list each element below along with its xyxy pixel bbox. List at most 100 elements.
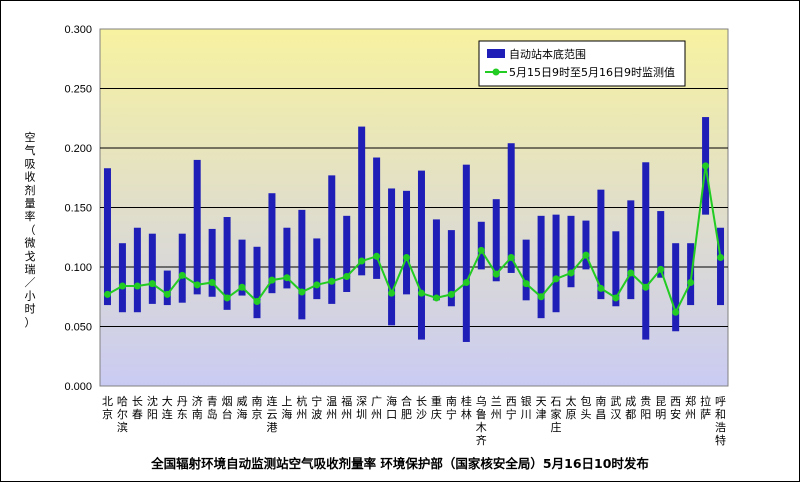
data-point: [178, 271, 186, 279]
range-bar: [358, 126, 366, 276]
x-tick-label: 宁波: [311, 394, 322, 421]
range-bar: [462, 164, 470, 342]
x-tick-label: 大连: [162, 394, 173, 421]
x-tick-label: 太原: [566, 395, 577, 421]
x-tick-label: 广州: [371, 395, 382, 421]
range-bar: [627, 200, 635, 300]
x-tick-label: 兰州: [491, 395, 502, 421]
data-point: [358, 257, 366, 265]
data-point: [462, 278, 470, 286]
data-point: [253, 298, 261, 306]
x-tick-label: 青岛: [207, 395, 218, 421]
x-tick-label: 威海: [237, 395, 248, 421]
range-bar: [148, 233, 156, 304]
x-tick-label: 北京: [102, 395, 113, 421]
x-tick-label: 包头: [580, 395, 591, 421]
range-bar: [388, 188, 396, 326]
data-point: [328, 277, 336, 285]
data-point: [313, 281, 321, 289]
range-bar: [373, 157, 381, 279]
y-tick-label: 0.250: [64, 84, 92, 96]
legend-box: [478, 40, 686, 87]
data-point: [687, 278, 695, 286]
range-bar: [268, 193, 276, 294]
range-bar: [672, 243, 680, 332]
x-tick-label: 温州: [326, 395, 337, 421]
x-tick-label: 成都: [625, 395, 636, 421]
range-bar: [193, 159, 201, 295]
x-tick-label: 桂林: [461, 394, 472, 421]
range-bar: [432, 219, 440, 301]
range-bar: [103, 168, 111, 306]
x-tick-label: 上海: [281, 395, 292, 421]
x-tick-label: 丹东: [177, 395, 188, 421]
data-point: [103, 290, 111, 298]
range-bar: [238, 239, 246, 296]
x-tick-label: 南昌: [595, 395, 606, 421]
range-bar: [522, 239, 530, 301]
x-tick-label: 西宁: [506, 395, 517, 421]
data-point: [492, 270, 500, 278]
range-bar: [118, 243, 126, 313]
data-point: [163, 290, 171, 298]
range-bar: [492, 199, 500, 282]
range-bar: [403, 190, 411, 295]
x-tick-label: 烟台: [222, 394, 233, 421]
range-bar: [597, 189, 605, 300]
data-point: [343, 273, 351, 281]
x-tick-label: 拉萨: [700, 394, 711, 421]
x-tick-label: 合肥: [401, 394, 412, 421]
x-tick-label: 长春: [132, 395, 143, 421]
x-tick-label: 济南: [192, 394, 203, 421]
legend-bar-swatch: [487, 49, 505, 58]
x-tick-label: 哈尔滨: [117, 395, 128, 434]
x-tick-label: 沈阳: [147, 394, 158, 421]
data-point: [268, 276, 276, 284]
y-tick-label: 0.100: [64, 262, 92, 274]
x-tick-label: 昆明: [655, 395, 666, 421]
x-tick-label: 呼和浩特: [715, 395, 726, 447]
data-point: [223, 294, 231, 302]
range-bar: [447, 230, 455, 307]
range-bar: [612, 231, 620, 307]
y-tick-label: 0.050: [64, 322, 92, 334]
range-bar: [657, 211, 665, 278]
range-bar: [552, 214, 560, 313]
y-tick-label: 0.200: [64, 143, 92, 155]
data-point: [522, 280, 530, 288]
range-bar: [178, 233, 186, 303]
y-axis-title: 空气吸收剂量率（微戈瑞／小时）: [25, 130, 36, 329]
data-point: [403, 253, 411, 261]
range-bar: [477, 221, 485, 270]
data-point: [672, 308, 680, 316]
x-tick-label: 贵阳: [640, 395, 651, 421]
data-point: [552, 275, 560, 283]
series-line: [103, 162, 725, 316]
data-point: [208, 278, 216, 286]
data-point: [417, 289, 425, 297]
data-point: [642, 283, 650, 291]
legend: 自动站本底范围 5月15日9时至5月16日9时监测值: [478, 40, 686, 87]
data-point: [447, 290, 455, 298]
x-tick-labels: 北京哈尔滨长春沈阳大连丹东济南青岛烟台威海南京连云港上海杭州宁波温州福州深圳广州…: [102, 394, 726, 447]
y-tick-label: 0.000: [64, 381, 92, 393]
legend-bar-label: 自动站本底范围: [509, 47, 586, 61]
chart-title: 全国辐射环境自动监测站空气吸收剂量率 环境保护部（国家核安全局）5月16日10时…: [150, 456, 649, 471]
range-bar: [567, 215, 575, 288]
data-point: [567, 269, 575, 277]
range-bar: [642, 162, 650, 340]
x-tick-label: 郑州: [685, 394, 696, 421]
range-bar: [537, 215, 545, 319]
gridlines: [100, 88, 728, 327]
x-tick-label: 南京: [252, 395, 263, 421]
data-point: [133, 282, 141, 290]
y-axis-label: 空气吸收剂量率（微戈瑞／小时）: [25, 130, 36, 329]
data-point: [193, 281, 201, 289]
range-bar: [343, 215, 351, 292]
x-tick-label: 重庆: [431, 394, 442, 421]
data-point: [148, 280, 156, 288]
range-bar: [163, 270, 171, 306]
data-point: [612, 294, 620, 302]
x-tick-label: 石家庄: [551, 395, 562, 434]
data-point: [702, 162, 710, 170]
